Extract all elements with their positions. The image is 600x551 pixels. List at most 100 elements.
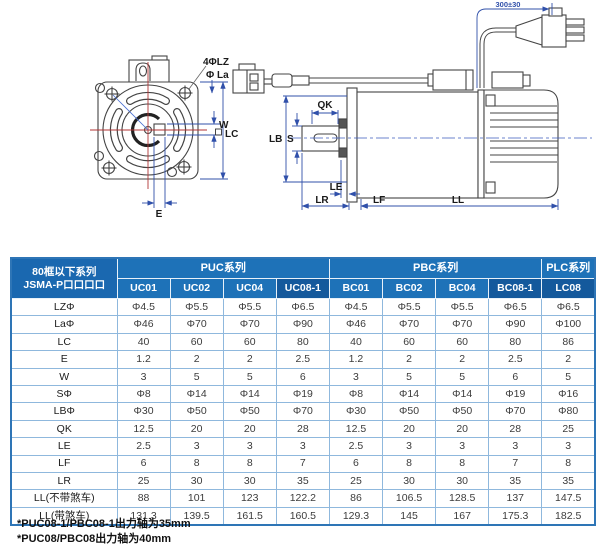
spec-cell: 3 [169,437,224,456]
spec-cell: 30 [222,471,277,491]
encoder-gland [432,69,474,91]
spec-cell: 3 [116,367,171,386]
motor-body [356,91,479,199]
spec-cell: Φ16 [541,384,596,404]
rear-housing [483,89,559,199]
motor-dimension-drawing: 4ΦLZ Φ La W LC E [90,0,592,220]
spec-cell: 28 [488,419,543,439]
spec-cell: Φ100 [541,315,596,334]
row-label: LL(带煞车) [10,506,118,526]
label-qk: QK [318,100,334,111]
spec-cell: 106.5 [382,489,437,508]
spec-cell: 2.5 [116,437,171,456]
spec-cell: 3 [541,437,596,456]
row-label: LE [10,437,118,456]
callout-leader [188,65,207,90]
spec-cell: 8 [541,454,596,473]
spec-cell: 30 [169,471,224,491]
footnote: *PUC08-1/PBC08-1出力轴为35mm [17,518,191,530]
motor-flange [346,87,358,203]
column-header: BC01 [328,278,384,299]
row-label: E [10,350,118,369]
label-ll: LL [452,195,464,206]
label-4-lz: 4ΦLZ [203,57,229,68]
side-dimensions [283,3,559,210]
label-w: W [219,120,229,131]
row-label: LaΦ [10,315,118,334]
group-header-puc: PUC系列 [116,257,330,279]
spec-cell: 182.5 [541,506,596,526]
spec-cell: Φ14 [222,384,277,404]
spec-cell: Φ70 [382,315,437,334]
column-header: UC08-1 [275,278,330,299]
spec-cell: Φ5.5 [169,297,224,317]
spec-cell: 6 [116,454,171,473]
spec-cell: 5 [169,367,224,386]
spec-cell: 60 [169,332,224,352]
spec-cell: 8 [382,454,437,473]
spec-cell: 30 [382,471,437,491]
spec-cell: Φ14 [435,384,490,404]
label-cable-length: 300±30 [496,0,521,9]
spec-cell: 60 [382,332,437,352]
spec-cell: 3 [382,437,437,456]
spec-cell: 20 [169,419,224,439]
spec-cell: 5 [435,367,490,386]
spec-cell: 25 [541,419,596,439]
row-label: LF [10,454,118,473]
footnote: *PUC08/PBC08出力轴为40mm [17,532,172,545]
spec-cell: Φ30 [328,402,384,421]
row-label: W [10,367,118,386]
mounting-holes [93,82,193,178]
encoder-cable [264,73,433,88]
spec-cell: Φ50 [222,402,277,421]
label-lf: LF [373,195,385,206]
spec-cell: 145 [382,506,437,526]
table-row: SΦ Φ8 Φ14 Φ14 Φ19 Φ8 Φ14 Φ14 Φ19 Φ16 [10,384,596,404]
spec-cell: Φ5.5 [382,297,437,317]
spec-cell: Φ14 [169,384,224,404]
spec-cell: Φ8 [328,384,384,404]
spec-cell: 7 [488,454,543,473]
spec-table: 80框以下系列 JSMA-P口口口口 PUC系列 PBC系列 PLC系列 UC0… [10,257,597,527]
spec-cell: 86 [541,332,596,352]
spec-cell: Φ30 [116,402,171,421]
spec-cell: 129.3 [328,506,384,526]
spec-cell: 20 [435,419,490,439]
spec-cell: Φ80 [541,402,596,421]
spec-cell: Φ8 [116,384,171,404]
spec-cell: 8 [435,454,490,473]
spec-cell: 30 [435,471,490,491]
spec-cell: Φ5.5 [222,297,277,317]
column-header: LC08 [541,278,596,299]
label-lb: LB [269,134,282,145]
table-row: LE 2.5 3 3 3 2.5 3 3 3 3 [10,437,596,456]
column-header: UC01 [116,278,171,299]
side-view [232,7,585,203]
row-label: LZΦ [10,297,118,317]
table-row: LaΦ Φ46 Φ70 Φ70 Φ90 Φ46 Φ70 Φ70 Φ90 Φ100 [10,315,596,334]
row-label: LC [10,332,118,352]
table-row: LF 6 8 8 7 6 8 8 7 8 [10,454,596,473]
spec-cell: Φ70 [275,402,330,421]
column-header: BC04 [435,278,490,299]
spec-cell: 1.2 [328,350,384,369]
centerlines-front [90,62,207,189]
spec-cell: Φ4.5 [328,297,384,317]
corner-header-line2: JSMA-P口口口口 [23,278,106,291]
spec-cell: 3 [328,367,384,386]
spec-cell: 2 [435,350,490,369]
spec-cell: 3 [275,437,330,456]
spec-cell: 80 [488,332,543,352]
spec-cell: 3 [222,437,277,456]
spec-cell: Φ19 [488,384,543,404]
front-dimensions [142,80,228,208]
table-row: QK 12.5 20 20 28 12.5 20 20 28 25 [10,419,596,439]
spec-cell: Φ19 [275,384,330,404]
spec-cell: 80 [275,332,330,352]
spec-cell: 1.2 [116,350,171,369]
spec-cell: 131.3 [116,506,171,526]
spec-cell: Φ70 [488,402,543,421]
table-row: LL(不带煞车) 88 101 123 122.2 86 106.5 128.5 137 147.… [10,489,596,508]
spec-cell: 6 [488,367,543,386]
